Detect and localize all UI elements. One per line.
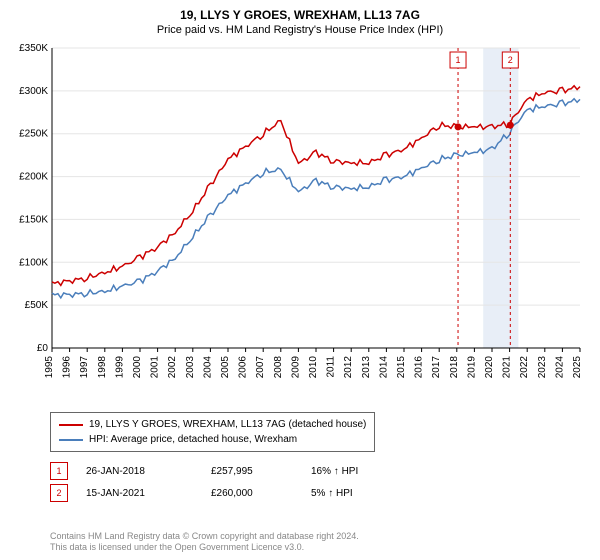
svg-text:2009: 2009 <box>290 356 301 379</box>
marker-row-1: 1 26-JAN-2018 £257,995 16% ↑ HPI <box>50 462 358 480</box>
svg-text:2018: 2018 <box>449 356 460 379</box>
svg-text:2: 2 <box>508 55 513 65</box>
legend-line-icon <box>59 439 83 441</box>
svg-text:£300K: £300K <box>19 86 48 97</box>
svg-text:2004: 2004 <box>202 356 213 379</box>
footer-line-1: Contains HM Land Registry data © Crown c… <box>50 531 359 543</box>
svg-text:1999: 1999 <box>114 356 125 379</box>
svg-text:2021: 2021 <box>502 356 513 379</box>
chart-subtitle: Price paid vs. HM Land Registry's House … <box>0 22 600 42</box>
svg-text:1995: 1995 <box>44 356 55 379</box>
marker-price: £257,995 <box>211 466 311 477</box>
marker-badge-2: 2 <box>50 484 68 502</box>
svg-text:2000: 2000 <box>132 356 143 379</box>
svg-text:2023: 2023 <box>537 356 548 379</box>
svg-text:2022: 2022 <box>519 356 530 379</box>
svg-text:2008: 2008 <box>273 356 284 379</box>
legend-item-price-paid: 19, LLYS Y GROES, WREXHAM, LL13 7AG (det… <box>59 417 366 432</box>
chart-svg: £0 £50K £100K £150K £200K £250K £300K £350K 1995… <box>10 42 586 402</box>
marker-price: £260,000 <box>211 488 311 499</box>
chart-plot-area: £0 £50K £100K £150K £200K £250K £300K £350K 1995… <box>10 42 586 402</box>
svg-text:2010: 2010 <box>308 356 319 379</box>
svg-text:2006: 2006 <box>238 356 249 379</box>
svg-text:1997: 1997 <box>79 356 90 379</box>
marker-date: 15-JAN-2021 <box>86 488 211 499</box>
svg-text:£150K: £150K <box>19 214 48 225</box>
legend-item-hpi: HPI: Average price, detached house, Wrex… <box>59 432 366 447</box>
chart-title: 19, LLYS Y GROES, WREXHAM, LL13 7AG <box>0 0 600 22</box>
svg-text:2017: 2017 <box>431 356 442 379</box>
svg-text:£100K: £100K <box>19 257 48 268</box>
legend-box: 19, LLYS Y GROES, WREXHAM, LL13 7AG (det… <box>50 412 375 452</box>
svg-text:2011: 2011 <box>326 356 337 378</box>
svg-text:£250K: £250K <box>19 129 48 140</box>
marker-row-2: 2 15-JAN-2021 £260,000 5% ↑ HPI <box>50 484 353 502</box>
svg-text:2001: 2001 <box>150 356 161 379</box>
svg-text:2024: 2024 <box>554 356 565 379</box>
svg-text:2014: 2014 <box>378 356 389 379</box>
svg-text:2005: 2005 <box>220 356 231 379</box>
marker-badge-1: 1 <box>50 462 68 480</box>
svg-text:2025: 2025 <box>572 356 583 379</box>
svg-text:2003: 2003 <box>185 356 196 379</box>
svg-text:2015: 2015 <box>396 356 407 379</box>
svg-text:2002: 2002 <box>167 356 178 379</box>
svg-text:2016: 2016 <box>414 356 425 379</box>
legend-label: 19, LLYS Y GROES, WREXHAM, LL13 7AG (det… <box>89 417 366 432</box>
svg-text:£50K: £50K <box>25 300 49 311</box>
svg-text:£0: £0 <box>37 343 49 354</box>
legend-label: HPI: Average price, detached house, Wrex… <box>89 432 297 447</box>
svg-text:2007: 2007 <box>255 356 266 379</box>
svg-text:2012: 2012 <box>343 356 354 379</box>
svg-text:£350K: £350K <box>19 43 48 54</box>
legend-line-icon <box>59 424 83 426</box>
footer-line-2: This data is licensed under the Open Gov… <box>50 542 359 554</box>
svg-text:2013: 2013 <box>361 356 372 379</box>
svg-text:2020: 2020 <box>484 356 495 379</box>
marker-diff: 5% ↑ HPI <box>311 488 353 499</box>
svg-text:1998: 1998 <box>97 356 108 379</box>
svg-text:1996: 1996 <box>62 356 73 379</box>
svg-text:1: 1 <box>456 55 461 65</box>
footer-attribution: Contains HM Land Registry data © Crown c… <box>50 531 359 554</box>
marker-date: 26-JAN-2018 <box>86 466 211 477</box>
marker-diff: 16% ↑ HPI <box>311 466 358 477</box>
svg-text:£200K: £200K <box>19 172 48 183</box>
svg-text:2019: 2019 <box>466 356 477 379</box>
chart-container: 19, LLYS Y GROES, WREXHAM, LL13 7AG Pric… <box>0 0 600 560</box>
